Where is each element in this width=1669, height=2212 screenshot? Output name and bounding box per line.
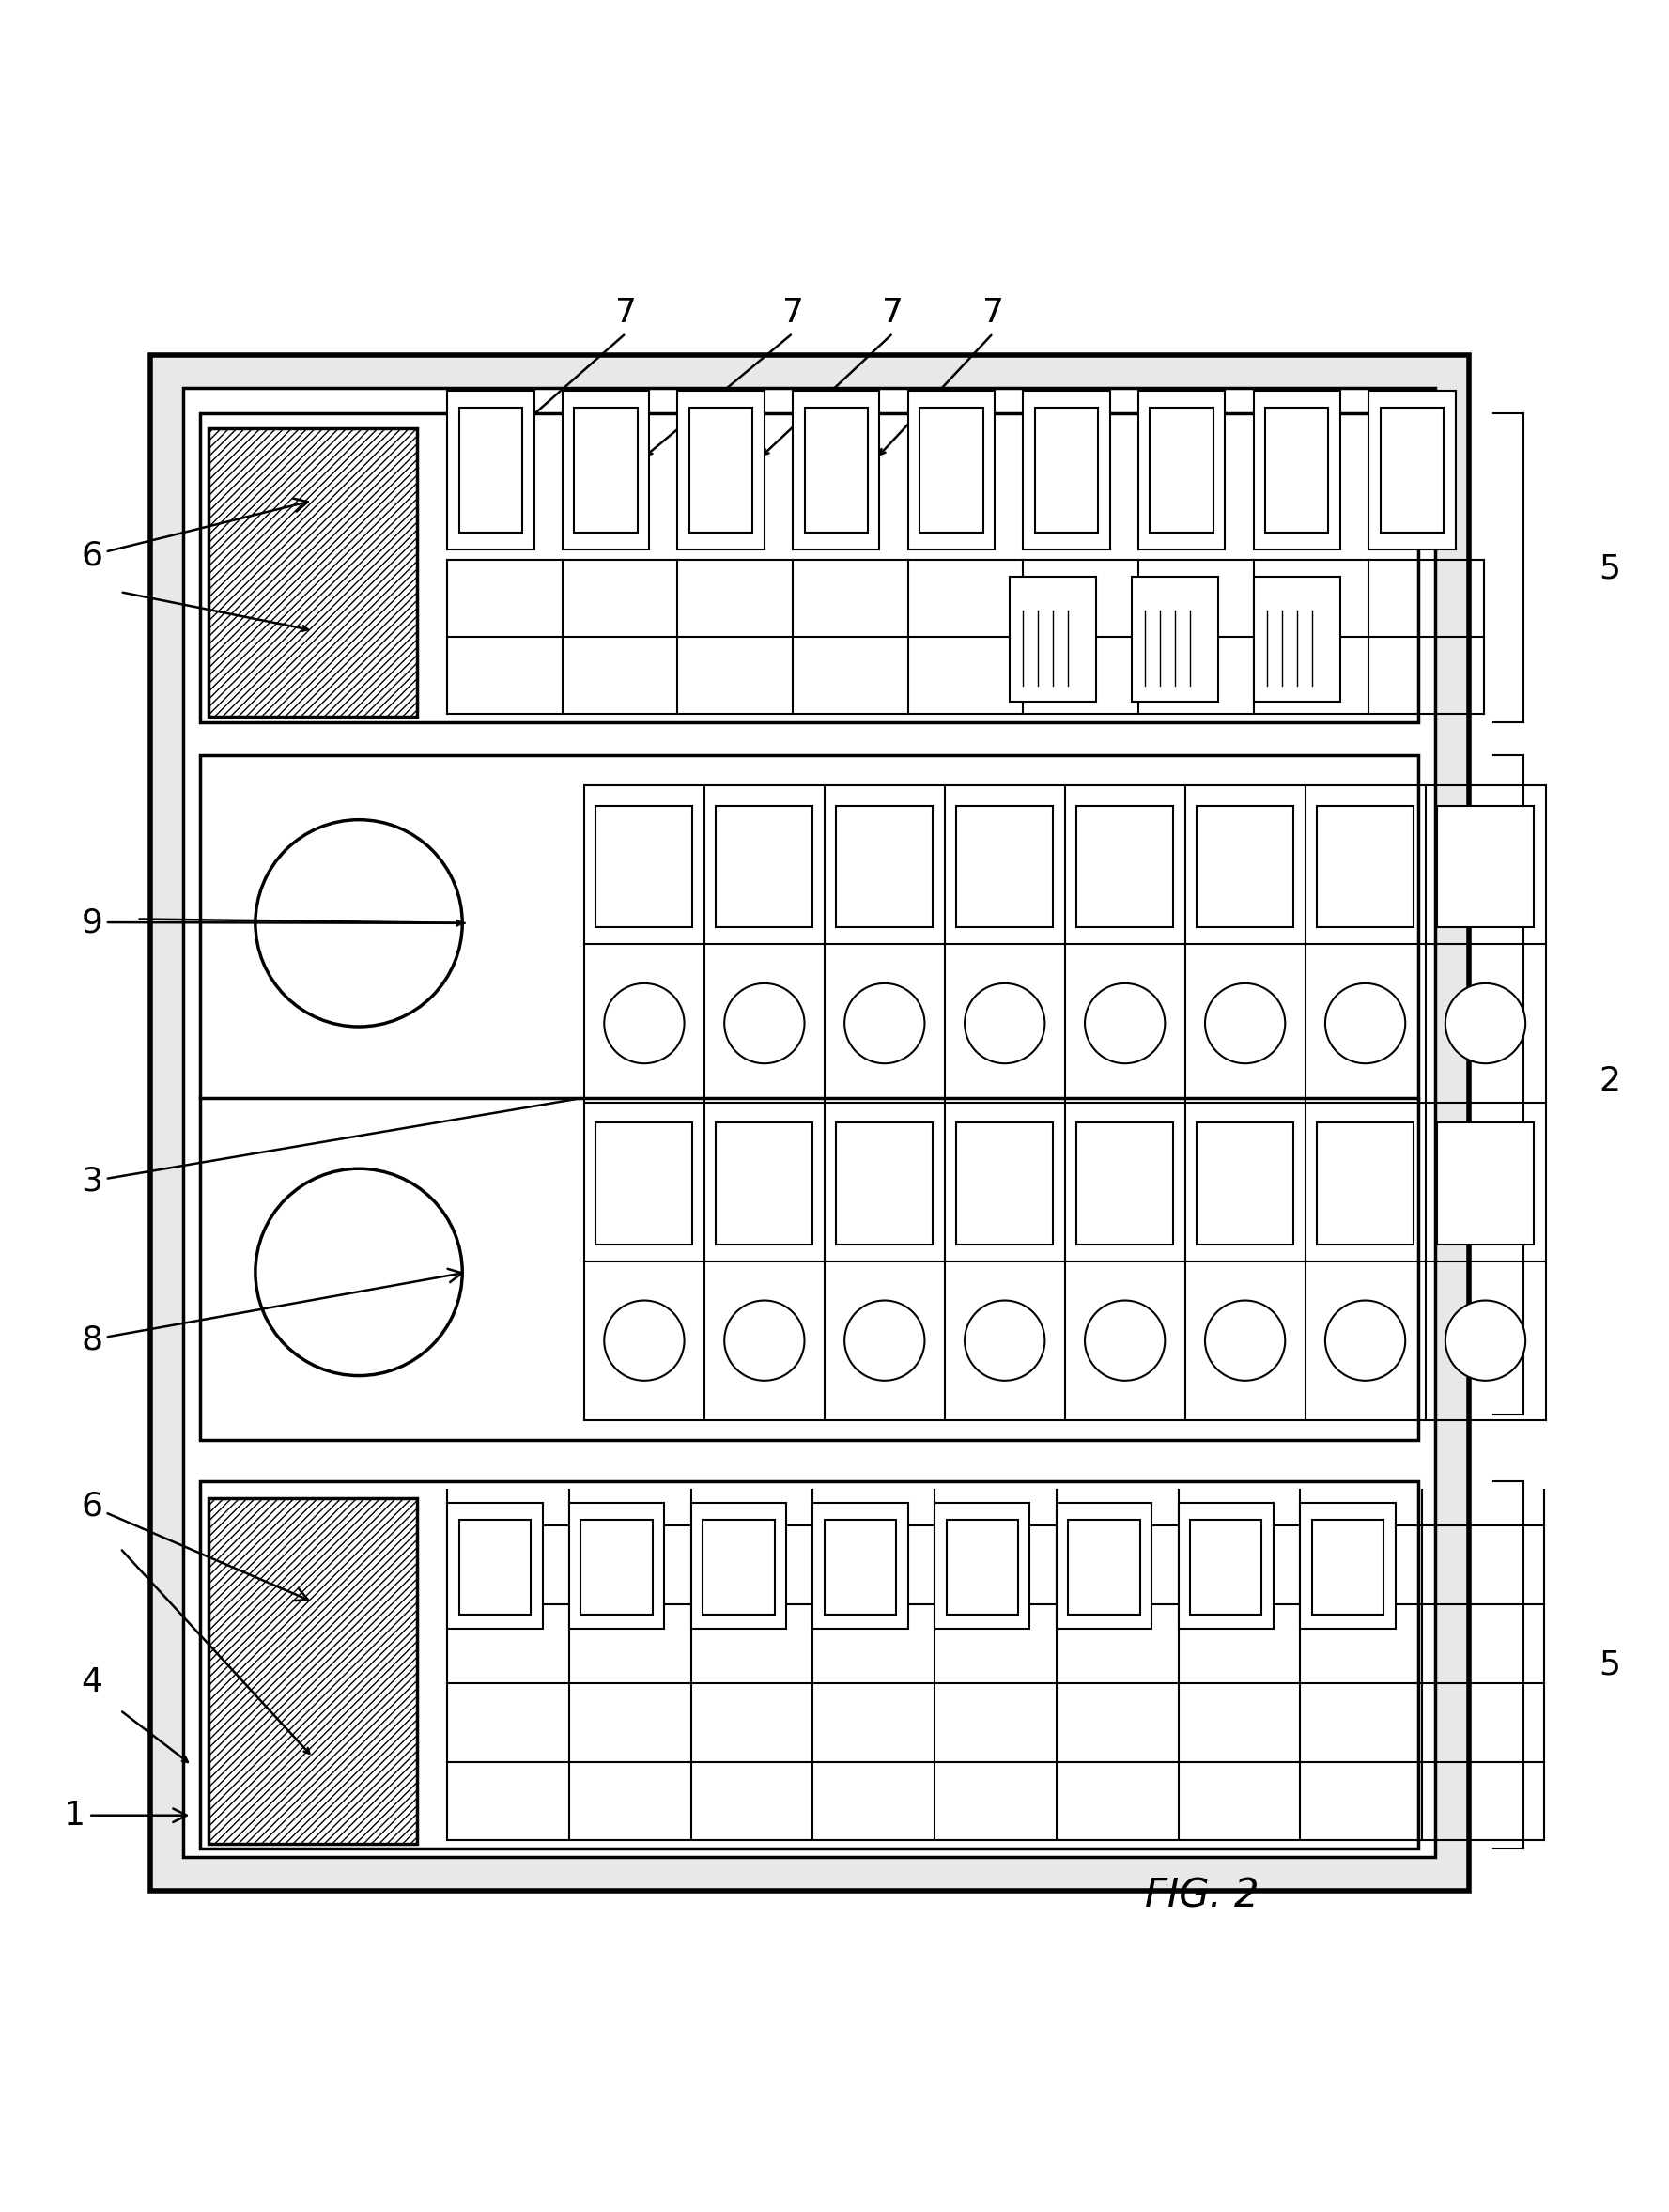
Circle shape <box>255 821 462 1026</box>
Bar <box>1132 577 1218 701</box>
Bar <box>1253 392 1340 549</box>
Circle shape <box>965 1301 1045 1380</box>
Bar <box>574 407 638 533</box>
Circle shape <box>1085 1301 1165 1380</box>
Bar <box>691 1504 786 1628</box>
Bar <box>1077 1124 1173 1245</box>
Circle shape <box>1205 1301 1285 1380</box>
Bar <box>716 1124 813 1245</box>
Bar <box>689 407 753 533</box>
Text: FIG. 2: FIG. 2 <box>1145 1876 1258 1916</box>
Bar <box>920 407 983 533</box>
Bar <box>1178 1504 1273 1628</box>
Bar <box>1197 1124 1293 1245</box>
Bar <box>200 757 1419 1440</box>
Bar <box>209 429 417 717</box>
Bar <box>581 1520 653 1615</box>
Bar <box>200 414 1419 721</box>
Bar <box>569 1504 664 1628</box>
Circle shape <box>724 1301 804 1380</box>
Bar <box>1068 1520 1140 1615</box>
Bar <box>956 805 1053 927</box>
Bar <box>793 392 880 549</box>
Bar <box>184 389 1435 1858</box>
Bar <box>1300 1504 1395 1628</box>
Circle shape <box>1325 1301 1405 1380</box>
Circle shape <box>1325 984 1405 1064</box>
Bar <box>678 392 764 549</box>
Bar <box>596 805 693 927</box>
Circle shape <box>845 1301 925 1380</box>
Text: 4: 4 <box>82 1666 102 1699</box>
Text: 7: 7 <box>983 296 1003 330</box>
Bar <box>1437 805 1534 927</box>
Bar <box>1265 407 1329 533</box>
Bar <box>836 1124 933 1245</box>
Circle shape <box>965 984 1045 1064</box>
Text: 7: 7 <box>783 296 803 330</box>
Text: 7: 7 <box>616 296 636 330</box>
Bar <box>562 392 649 549</box>
Bar <box>935 1504 1030 1628</box>
Bar <box>1197 805 1293 927</box>
Bar <box>716 805 813 927</box>
Bar <box>1380 407 1444 533</box>
Bar <box>596 1124 693 1245</box>
Bar <box>836 805 933 927</box>
Circle shape <box>724 984 804 1064</box>
Bar <box>459 1520 531 1615</box>
Bar <box>946 1520 1018 1615</box>
Text: 3: 3 <box>82 1097 581 1197</box>
Text: 9: 9 <box>82 907 464 938</box>
Circle shape <box>1205 984 1285 1064</box>
Bar <box>1312 1520 1384 1615</box>
Circle shape <box>1445 984 1525 1064</box>
Text: 6: 6 <box>82 498 307 571</box>
Bar <box>1253 577 1340 701</box>
Text: 1: 1 <box>65 1798 187 1832</box>
Text: 2: 2 <box>1599 1064 1621 1097</box>
Bar <box>813 1504 908 1628</box>
Circle shape <box>255 1168 462 1376</box>
Bar <box>824 1520 896 1615</box>
Bar <box>1077 805 1173 927</box>
Bar <box>908 392 995 549</box>
Bar <box>1023 392 1110 549</box>
Bar <box>447 1504 542 1628</box>
Bar <box>150 354 1469 1891</box>
Bar <box>1035 407 1098 533</box>
Text: 7: 7 <box>883 296 903 330</box>
Bar <box>1437 1124 1534 1245</box>
Text: 5: 5 <box>1599 1650 1621 1681</box>
Bar <box>200 1482 1419 1849</box>
Bar <box>804 407 868 533</box>
Circle shape <box>1085 984 1165 1064</box>
Circle shape <box>604 1301 684 1380</box>
Bar <box>209 1498 417 1845</box>
Bar <box>1150 407 1213 533</box>
Circle shape <box>1445 1301 1525 1380</box>
Bar <box>1056 1504 1152 1628</box>
Bar <box>1190 1520 1262 1615</box>
Text: 6: 6 <box>82 1491 309 1601</box>
Text: 5: 5 <box>1599 553 1621 584</box>
Circle shape <box>604 984 684 1064</box>
Circle shape <box>845 984 925 1064</box>
Bar <box>1369 392 1455 549</box>
Bar <box>1317 805 1414 927</box>
Bar <box>447 392 534 549</box>
Bar <box>1010 577 1097 701</box>
Bar <box>956 1124 1053 1245</box>
Bar <box>1138 392 1225 549</box>
Bar <box>703 1520 774 1615</box>
Bar <box>1317 1124 1414 1245</box>
Bar <box>459 407 522 533</box>
Text: 8: 8 <box>80 1270 462 1356</box>
